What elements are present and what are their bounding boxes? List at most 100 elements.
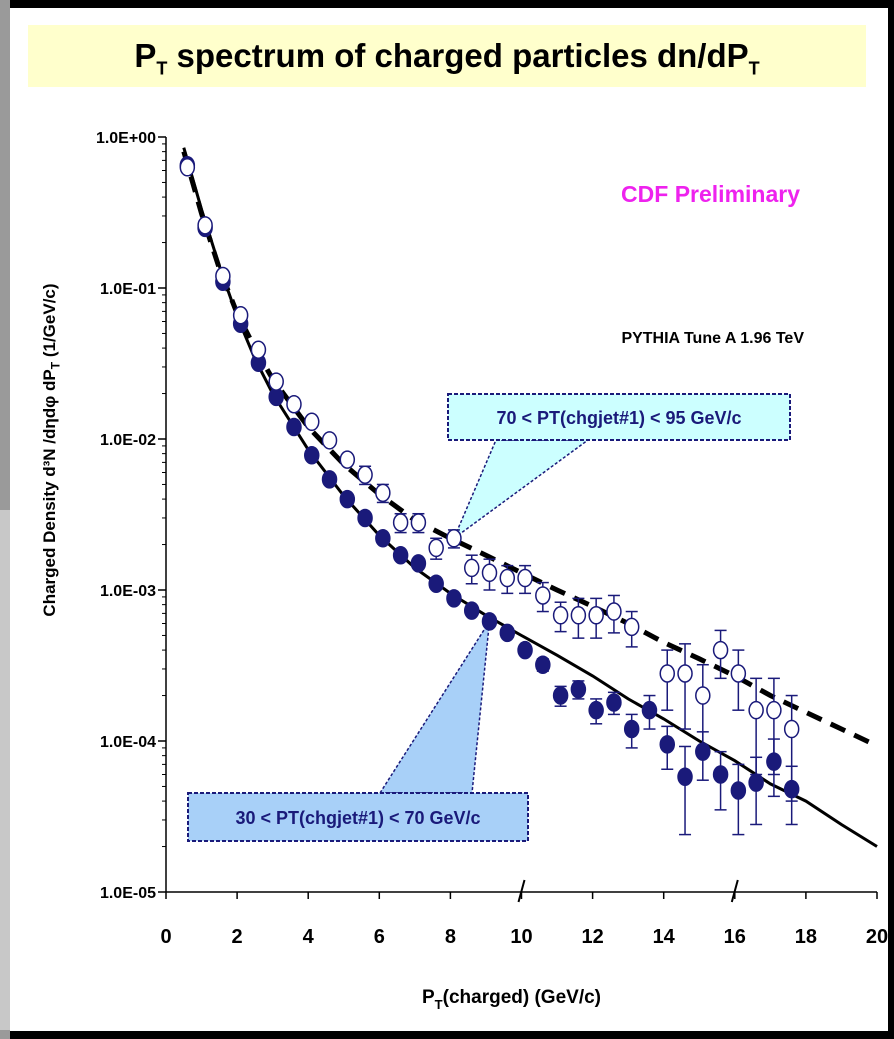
point-open — [304, 412, 320, 432]
y-axis-label: Charged Density d³N /dηdφ dPT (1/GeV/c) — [40, 250, 62, 650]
point-filled — [357, 508, 373, 528]
x-tick-label: 8 — [445, 926, 456, 948]
point-filled — [659, 735, 676, 754]
x-axis-label: PT(charged) (GeV/c) — [422, 987, 601, 1012]
point-filled — [321, 470, 338, 489]
y-tick-label: 1.0E-05 — [100, 885, 156, 902]
point-filled — [268, 387, 284, 407]
point-filled — [304, 446, 320, 465]
cdf-preliminary-label: CDF Preliminary — [621, 181, 800, 207]
point-open — [410, 513, 427, 532]
point-open — [677, 664, 693, 683]
title-p: P — [134, 37, 157, 74]
point-filled — [623, 719, 640, 739]
point-open — [766, 700, 782, 720]
y-tick-label: 1.0E-02 — [100, 432, 156, 449]
y-tick-label: 1.0E+00 — [96, 130, 156, 147]
y-axis-label-rest: (1/GeV/c) — [40, 283, 59, 362]
point-filled — [446, 589, 462, 608]
point-open — [392, 513, 409, 532]
point-open — [428, 538, 444, 558]
point-filled — [570, 680, 587, 699]
point-filled — [730, 781, 747, 800]
point-open — [499, 568, 516, 588]
point-open — [623, 617, 640, 637]
curves — [181, 147, 879, 848]
page-title: PT spectrum of charged particles dn/dPT — [28, 25, 866, 87]
point-open — [286, 394, 302, 414]
point-open — [215, 266, 231, 286]
x-tick-label: 18 — [795, 926, 817, 948]
y-tick-label: 1.0E-01 — [100, 281, 156, 298]
labels: PT(charged) (GeV/c) CDF Preliminary PYTHIA… — [422, 181, 804, 1012]
point-filled — [552, 686, 569, 705]
point-open — [232, 305, 249, 325]
y-tick-label: 1.0E-04 — [100, 734, 156, 751]
point-filled — [677, 767, 693, 786]
point-open — [712, 640, 729, 660]
x-tick-label: 16 — [724, 926, 746, 948]
point-open — [250, 340, 267, 359]
point-filled — [481, 612, 498, 631]
x-tick-label: 14 — [653, 926, 676, 948]
point-open — [339, 450, 356, 469]
point-filled — [463, 601, 480, 620]
point-filled — [375, 529, 391, 548]
point-open — [446, 529, 462, 548]
callout-pointer-low — [378, 620, 491, 794]
point-open — [321, 431, 338, 450]
x-tick-label: 6 — [374, 926, 385, 948]
point-open — [659, 664, 676, 683]
point-open — [570, 606, 587, 625]
callouts: 70 < PT(chgjet#1) < 95 GeV/c 30 < PT(chgj… — [187, 393, 791, 842]
title-sub: T — [156, 58, 168, 79]
x-tick-label: 0 — [160, 926, 171, 948]
point-filled — [748, 773, 764, 792]
point-open — [179, 158, 196, 177]
callout-text-high: 70 < PT(chgjet#1) < 95 GeV/c — [496, 408, 741, 428]
point-open — [695, 686, 711, 705]
point-open — [517, 568, 533, 588]
point-open — [588, 606, 604, 625]
dashed-curve — [181, 150, 879, 749]
point-filled — [606, 693, 622, 712]
point-filled — [339, 489, 356, 509]
point-open — [730, 664, 747, 683]
point-filled — [712, 765, 729, 784]
point-open — [197, 216, 213, 235]
point-filled — [428, 574, 444, 593]
point-open — [783, 719, 800, 739]
point-filled — [410, 554, 427, 573]
callout-text-low: 30 < PT(chgjet#1) < 70 GeV/c — [235, 808, 480, 828]
point-open — [481, 563, 498, 583]
point-open — [535, 586, 551, 605]
point-open — [748, 700, 764, 720]
point-filled — [392, 545, 409, 565]
point-filled — [517, 640, 533, 660]
pythia-label: PYTHIA Tune A 1.96 TeV — [621, 330, 804, 347]
point-open — [375, 483, 391, 503]
y-tick-label: 1.0E-03 — [100, 583, 156, 600]
point-open — [606, 602, 622, 621]
point-filled — [499, 623, 516, 643]
point-filled — [641, 700, 658, 720]
point-filled — [286, 417, 302, 437]
callout-pointer-high — [452, 439, 591, 541]
point-open — [268, 372, 284, 391]
left-edge-strip-light — [0, 510, 10, 1030]
axis-break-mark — [517, 879, 526, 903]
x-tick-label: 10 — [510, 926, 532, 948]
axis-break-mark — [730, 879, 739, 903]
title-rest: spectrum of charged particles dn/dP — [167, 37, 749, 74]
x-tick-label: 12 — [581, 926, 603, 948]
x-tick-label: 20 — [866, 926, 888, 948]
point-open — [463, 558, 480, 578]
title-background — [28, 25, 866, 87]
x-tick-label: 4 — [303, 926, 315, 948]
point-open — [552, 606, 569, 625]
point-filled — [535, 655, 551, 674]
callout-box-high — [447, 393, 791, 441]
data-points — [179, 156, 800, 836]
y-axis-label-main: Charged Density d³N /dηdφ dP — [40, 369, 59, 617]
